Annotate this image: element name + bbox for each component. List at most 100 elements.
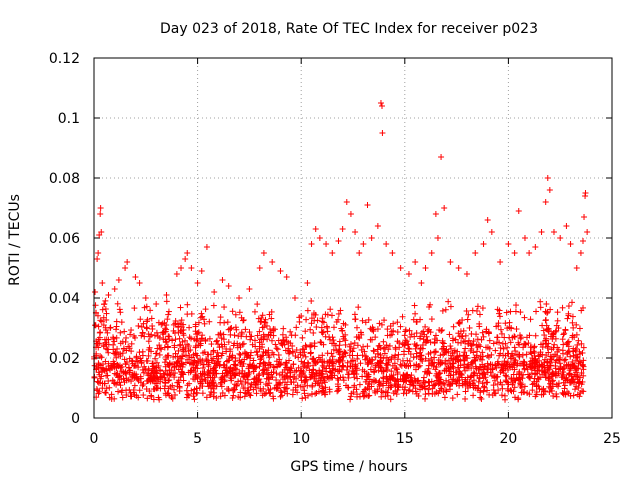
x-tick-label: 5 (193, 431, 202, 447)
data-point (539, 344, 546, 351)
data-point (181, 337, 188, 344)
data-point (306, 367, 313, 374)
data-point (245, 363, 252, 370)
data-point (200, 361, 207, 368)
data-point (267, 386, 274, 393)
data-point (517, 309, 524, 316)
data-point (269, 259, 276, 265)
data-point (229, 354, 236, 361)
data-point (470, 392, 477, 399)
data-point (143, 325, 150, 332)
data-point (477, 394, 484, 401)
data-point (465, 337, 472, 344)
data-point (366, 386, 373, 393)
data-point (319, 352, 326, 359)
data-point (380, 382, 387, 389)
data-point (219, 343, 226, 350)
data-point (311, 340, 318, 347)
data-point (356, 381, 363, 388)
data-point (447, 343, 454, 350)
data-point (550, 344, 557, 351)
data-point (473, 354, 480, 361)
data-point (513, 302, 520, 309)
data-point (323, 323, 330, 330)
data-point (239, 367, 246, 374)
data-point (496, 313, 503, 320)
data-point (521, 365, 528, 372)
data-point (97, 211, 104, 217)
data-point (462, 388, 469, 395)
data-point (368, 235, 375, 241)
data-point (354, 342, 361, 349)
data-point (256, 360, 263, 367)
data-point (552, 362, 559, 369)
data-point (544, 310, 551, 317)
data-point (139, 366, 146, 373)
data-point (203, 356, 210, 363)
data-point (118, 319, 125, 326)
data-point (155, 394, 162, 401)
data-point (565, 348, 572, 355)
data-point (144, 358, 151, 365)
data-point (402, 328, 409, 335)
data-point (406, 386, 413, 393)
data-point (347, 396, 354, 403)
data-point (197, 360, 204, 367)
data-point (224, 319, 231, 326)
data-point (490, 386, 497, 393)
data-point (447, 382, 454, 389)
data-point (464, 316, 471, 323)
data-point (99, 306, 106, 313)
data-point (106, 394, 113, 401)
data-point (140, 392, 147, 399)
data-point (573, 345, 580, 352)
data-point (474, 336, 481, 343)
data-point (565, 303, 572, 310)
data-point (478, 366, 485, 373)
data-point (148, 393, 155, 400)
data-point (326, 388, 333, 395)
data-point (445, 357, 452, 364)
data-point (139, 348, 146, 355)
data-point (437, 385, 444, 392)
data-point (399, 384, 406, 391)
data-point (497, 326, 504, 333)
data-point (199, 390, 206, 397)
data-point (129, 372, 136, 379)
data-point (184, 301, 191, 308)
data-point (151, 332, 158, 339)
data-point (506, 324, 513, 331)
data-point (441, 205, 448, 211)
data-point (236, 342, 243, 349)
data-point (152, 355, 159, 362)
data-point (581, 214, 588, 220)
data-point (573, 331, 580, 338)
data-point (496, 310, 503, 317)
data-point (118, 368, 125, 375)
data-point (137, 373, 144, 380)
data-point (227, 331, 234, 338)
data-point (98, 354, 105, 361)
data-point (341, 349, 348, 356)
data-point (173, 362, 180, 369)
data-point (256, 343, 263, 350)
data-point (485, 354, 492, 361)
data-point (342, 349, 349, 356)
data-point (94, 312, 101, 319)
data-point (560, 331, 567, 338)
data-point (243, 390, 250, 397)
data-point (434, 235, 441, 241)
data-point (279, 376, 286, 383)
data-point (154, 333, 161, 340)
data-point (479, 353, 486, 360)
data-point (559, 347, 566, 354)
data-point (274, 363, 281, 370)
data-point (503, 309, 510, 316)
data-point (548, 356, 555, 363)
data-point (159, 320, 166, 327)
data-point (307, 350, 314, 357)
data-point (450, 365, 457, 372)
data-point (295, 354, 302, 361)
data-point (124, 259, 131, 265)
